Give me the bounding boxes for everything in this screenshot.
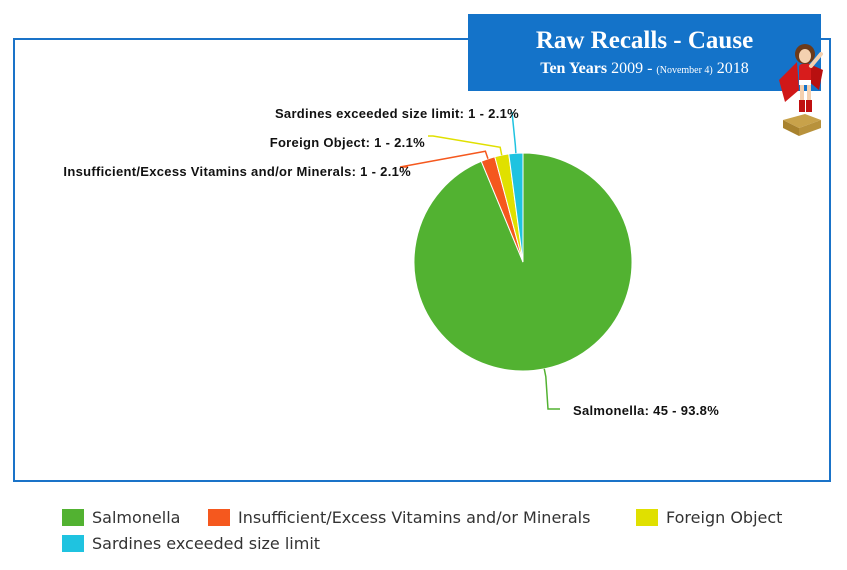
legend-swatch bbox=[62, 535, 84, 552]
leader-line bbox=[428, 135, 503, 156]
legend-item[interactable]: Insufficient/Excess Vitamins and/or Mine… bbox=[208, 508, 590, 527]
leader-line bbox=[511, 111, 517, 154]
legend-label: Sardines exceeded size limit bbox=[92, 534, 321, 553]
slice-label: Salmonella: 45 - 93.8% bbox=[573, 403, 719, 418]
legend-item[interactable]: Foreign Object bbox=[636, 508, 782, 527]
legend-item[interactable]: Sardines exceeded size limit bbox=[62, 534, 320, 553]
legend-swatch bbox=[62, 509, 84, 526]
subtitle-start: 2009 - bbox=[611, 60, 653, 77]
pie-slices bbox=[413, 152, 633, 372]
chart-title: Raw Recalls - Cause bbox=[535, 27, 754, 54]
superhero-mascot-icon bbox=[779, 44, 823, 136]
subtitle-bold: Ten Years bbox=[540, 60, 608, 77]
title-box: Raw Recalls - Cause Ten Years 2009 - (No… bbox=[468, 14, 821, 91]
leader-lines bbox=[399, 111, 560, 410]
pie-chart: Salmonella: 45 - 93.8% Insufficient/Exces… bbox=[63, 106, 719, 418]
legend-label: Insufficient/Excess Vitamins and/or Mine… bbox=[238, 508, 591, 527]
slice-label: Insufficient/Excess Vitamins and/or Mine… bbox=[63, 164, 411, 179]
slice-labels: Salmonella: 45 - 93.8% Insufficient/Exces… bbox=[63, 106, 719, 418]
slice-label: Foreign Object: 1 - 2.1% bbox=[270, 135, 425, 150]
legend-label: Foreign Object bbox=[666, 508, 783, 527]
legend-swatch bbox=[208, 509, 230, 526]
pie-slice-sardines-exceeded-size-limit[interactable] bbox=[508, 152, 524, 263]
legend-swatch bbox=[636, 509, 658, 526]
leader-line bbox=[543, 368, 560, 410]
slice-label: Sardines exceeded size limit: 1 - 2.1% bbox=[275, 106, 519, 121]
leader-line bbox=[399, 150, 489, 168]
subtitle-end: 2018 bbox=[716, 60, 749, 77]
subtitle-note: (November 4) bbox=[656, 65, 713, 76]
chart-subtitle: Ten Years 2009 - (November 4) 2018 bbox=[468, 60, 821, 78]
legend-label: Salmonella bbox=[92, 508, 181, 527]
legend-item[interactable]: Salmonella bbox=[62, 508, 180, 527]
